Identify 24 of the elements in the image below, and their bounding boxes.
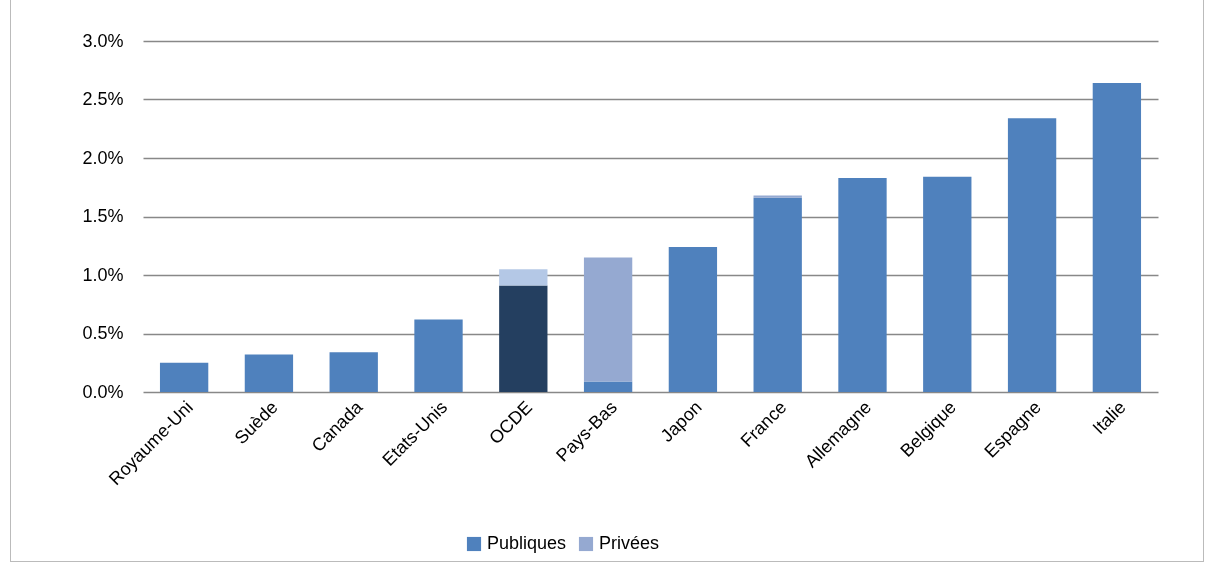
bar xyxy=(838,177,887,392)
bar xyxy=(1007,118,1057,392)
y-tick-label: 0.5% xyxy=(82,323,124,343)
bar xyxy=(583,257,633,382)
bar xyxy=(583,381,633,392)
bar xyxy=(159,362,209,392)
y-tick-label: 2.5% xyxy=(82,89,124,109)
bar xyxy=(414,319,463,392)
bar xyxy=(329,352,378,392)
y-tick-label: 3.0% xyxy=(82,30,124,51)
y-tick-label: 2.0% xyxy=(82,147,124,168)
bar xyxy=(668,246,718,392)
bar xyxy=(1092,83,1142,392)
legend-label: Privées xyxy=(599,533,660,553)
y-tick-label: 1.0% xyxy=(82,264,124,285)
bar xyxy=(499,269,548,286)
y-tick-label: 0.0% xyxy=(82,381,124,402)
bar xyxy=(923,176,972,392)
legend-label: Publiques xyxy=(487,533,567,553)
bar xyxy=(753,197,802,392)
bar xyxy=(244,354,294,392)
y-tick-label: 1.5% xyxy=(82,206,124,226)
bar xyxy=(753,195,802,198)
bar xyxy=(499,285,548,392)
